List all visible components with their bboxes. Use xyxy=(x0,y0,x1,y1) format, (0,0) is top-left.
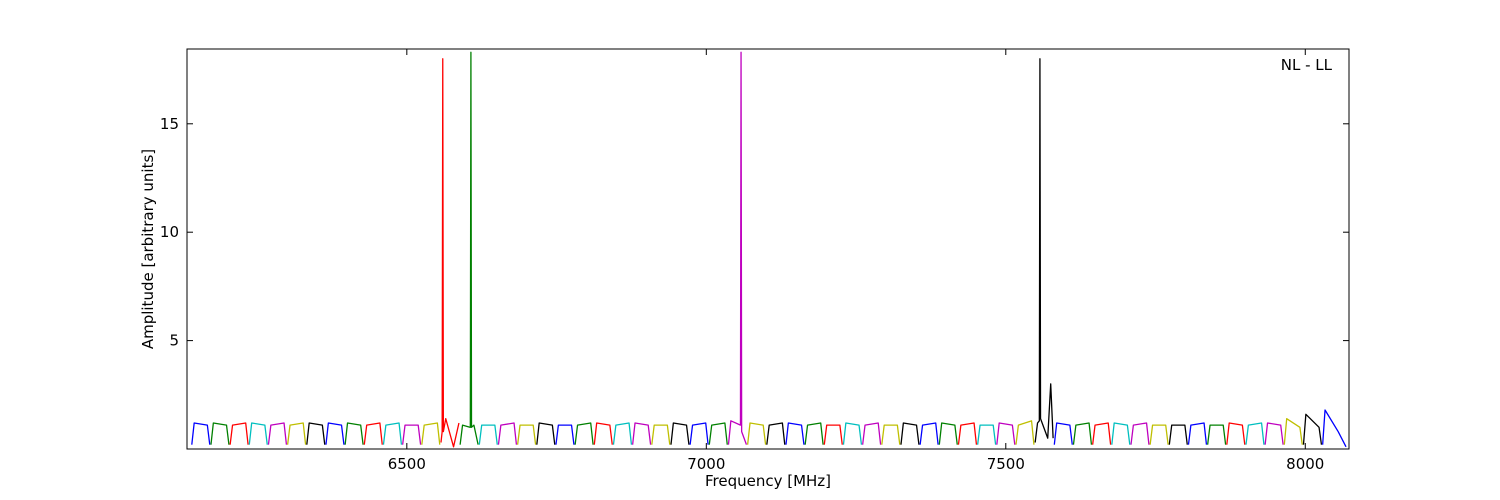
y-axis-label: Amplitude [arbitrary units] xyxy=(139,149,157,349)
series-line xyxy=(1226,422,1246,445)
series-line xyxy=(900,422,920,445)
series-line xyxy=(459,51,479,445)
series-line xyxy=(1034,58,1054,443)
series-line xyxy=(1245,422,1265,445)
series-line xyxy=(842,422,863,445)
series-line xyxy=(325,422,345,445)
series-line xyxy=(1149,424,1169,445)
series-line xyxy=(919,422,939,445)
series-line xyxy=(286,422,307,445)
series-line xyxy=(612,422,633,445)
series-line xyxy=(766,422,786,445)
series-line xyxy=(938,422,958,445)
series-line xyxy=(1015,420,1035,445)
series-line xyxy=(804,422,824,445)
plot-lines xyxy=(191,51,1347,448)
y-tick-label: 5 xyxy=(169,332,179,350)
series-line xyxy=(306,422,326,445)
series-line xyxy=(1130,422,1150,445)
series-line xyxy=(440,58,460,448)
series-line xyxy=(574,422,594,445)
series-line xyxy=(497,422,518,445)
series-line xyxy=(785,422,805,445)
series-line xyxy=(210,422,230,445)
series-line xyxy=(670,422,690,445)
series-line xyxy=(861,422,882,445)
y-tick-label: 15 xyxy=(160,115,179,133)
series-line xyxy=(555,424,575,445)
x-tick-label: 7000 xyxy=(687,455,725,473)
series-line xyxy=(229,422,249,445)
series-line xyxy=(976,424,997,445)
series-line xyxy=(516,424,537,445)
series-line xyxy=(363,422,383,445)
series-line xyxy=(267,422,288,445)
series-line xyxy=(1053,422,1073,445)
series-line xyxy=(536,422,556,445)
series-line xyxy=(708,422,728,445)
series-line xyxy=(689,422,709,445)
series-line xyxy=(421,422,441,445)
series-line xyxy=(727,51,748,445)
x-tick-label: 6500 xyxy=(388,455,426,473)
series-line xyxy=(1168,424,1188,445)
series-line xyxy=(1111,422,1131,445)
series-line xyxy=(382,422,403,445)
x-tick-label: 8000 xyxy=(1286,455,1324,473)
series-line xyxy=(1264,422,1284,445)
plot-frame xyxy=(186,48,1350,450)
annotation: NL - LL xyxy=(1281,56,1333,74)
series-line xyxy=(248,422,268,445)
series-line xyxy=(651,424,671,445)
series-line xyxy=(1187,422,1208,445)
series-line xyxy=(1206,424,1227,445)
series-line xyxy=(401,424,422,445)
series-line xyxy=(1072,422,1093,445)
series-line xyxy=(1091,422,1112,445)
series-line xyxy=(191,422,211,445)
y-tick-label: 10 xyxy=(160,223,179,241)
series-line xyxy=(996,422,1016,445)
series-line xyxy=(746,422,767,445)
series-line xyxy=(593,422,613,445)
series-line xyxy=(823,424,843,445)
series-line xyxy=(1322,409,1347,448)
series-line xyxy=(478,424,498,445)
series-line xyxy=(1302,413,1323,445)
x-axis-label: Frequency [MHz] xyxy=(705,472,831,490)
series-line xyxy=(1283,418,1303,445)
series-line xyxy=(957,422,978,445)
series-line xyxy=(881,424,901,445)
series-line xyxy=(344,422,364,445)
series-line xyxy=(631,422,652,445)
x-tick-label: 7500 xyxy=(987,455,1025,473)
